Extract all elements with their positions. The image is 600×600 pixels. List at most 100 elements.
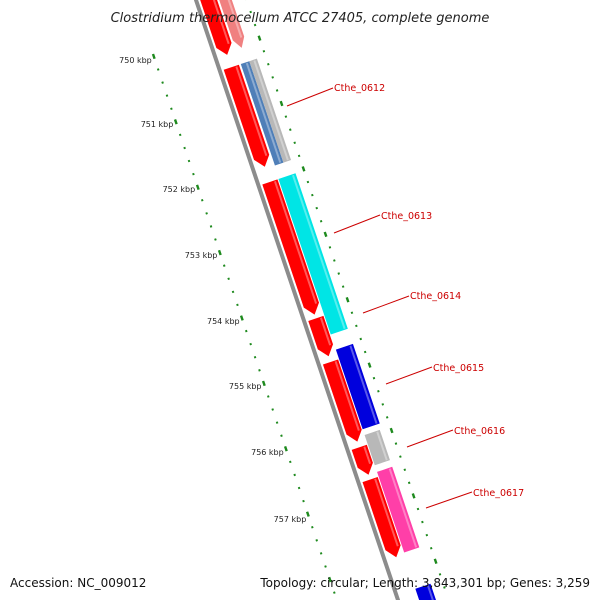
accession-text: Accession: NC_009012	[10, 576, 147, 590]
tick-dot	[372, 376, 376, 380]
gene-feature	[223, 64, 270, 167]
tick-mark	[239, 315, 244, 321]
gene-feature	[362, 476, 401, 558]
gene-feature	[377, 466, 420, 553]
tick-mark	[323, 231, 328, 238]
gene-feature	[322, 359, 362, 442]
tick-dot	[315, 539, 318, 542]
tick-dot	[315, 206, 318, 210]
tick-dot	[280, 434, 283, 437]
tick-dot	[275, 89, 279, 92]
tick-dot	[403, 468, 407, 472]
tick-dot	[183, 146, 186, 150]
tick-dot	[394, 442, 398, 445]
tick-dot	[385, 416, 389, 419]
tick-mark	[195, 184, 200, 190]
tick-mark	[411, 493, 416, 499]
tick-dot	[377, 389, 380, 393]
tick-dot	[262, 49, 266, 53]
tick-dot	[311, 193, 314, 197]
gene-feature	[308, 315, 334, 357]
kbp-tick-label: 751 kbp	[141, 120, 174, 129]
kbp-tick-label: 753 kbp	[185, 251, 218, 260]
tick-dot	[333, 259, 336, 262]
tick-dot	[249, 10, 252, 14]
tick-dot	[293, 473, 296, 477]
tick-dot	[227, 277, 230, 281]
tick-dot	[187, 159, 191, 163]
gene-highlight	[388, 468, 418, 548]
tick-dot	[319, 219, 323, 223]
tick-dot	[231, 290, 235, 294]
tick-mark	[367, 362, 372, 368]
tick-dot	[359, 337, 363, 341]
kbp-tick-label: 756 kbp	[251, 448, 284, 457]
tick-dot	[205, 212, 208, 215]
tick-dot	[341, 285, 345, 288]
gene-highlight	[212, 0, 230, 45]
tick-dot	[284, 115, 288, 118]
gene-feature	[219, 0, 245, 48]
tick-dot	[236, 303, 239, 307]
tick-mark	[283, 446, 288, 452]
tick-mark	[279, 100, 284, 107]
tick-mark	[433, 558, 438, 565]
tick-dot	[161, 81, 164, 84]
gene-highlight	[235, 66, 268, 157]
gene-highlight	[245, 62, 282, 163]
tick-dot	[333, 591, 336, 594]
gene-feature	[351, 444, 373, 475]
tick-mark	[257, 35, 262, 41]
tick-dot	[443, 586, 446, 589]
gene-feature	[249, 58, 292, 163]
gene-feature	[262, 179, 319, 315]
gene-highlight	[253, 60, 289, 161]
tick-dot	[399, 455, 402, 458]
tick-dot	[324, 565, 327, 568]
gene-feature	[240, 61, 284, 166]
gene-highlight	[349, 345, 378, 424]
tick-dot	[355, 324, 358, 328]
gene-label[interactable]: Cthe_0612	[334, 83, 385, 94]
gene-highlight	[334, 361, 360, 431]
gene-label[interactable]: Cthe_0616	[454, 426, 505, 437]
tick-dot	[425, 533, 429, 537]
gene-highlight	[292, 174, 346, 330]
gene-highlight	[363, 446, 371, 465]
tick-dot	[214, 238, 217, 241]
tick-dot	[271, 76, 274, 79]
gene-label[interactable]: Cthe_0617	[473, 488, 524, 499]
tick-dot	[407, 481, 411, 485]
tick-dot	[253, 355, 257, 359]
tick-dot	[222, 264, 226, 267]
tick-dot	[311, 525, 314, 529]
tick-dot	[319, 552, 323, 555]
tick-dot	[178, 133, 182, 137]
tick-mark	[301, 166, 306, 172]
tick-dot	[244, 329, 248, 333]
tick-mark	[173, 119, 178, 125]
gene-highlight	[376, 431, 388, 461]
gene-feature	[200, 0, 232, 55]
tick-dot	[421, 520, 424, 524]
tick-dot	[209, 225, 213, 228]
kbp-tick-label: 750 kbp	[119, 56, 152, 65]
tick-dot	[258, 369, 261, 372]
tick-mark	[217, 249, 222, 256]
gene-label[interactable]: Cthe_0615	[433, 363, 484, 374]
gene-label[interactable]: Cthe_0613	[381, 211, 432, 222]
tick-dot	[253, 23, 257, 27]
gene-highlight	[274, 180, 318, 304]
tick-dot	[267, 395, 270, 398]
kbp-tick-label: 757 kbp	[274, 515, 307, 524]
gene-label-leader	[333, 214, 381, 234]
gene-feature	[364, 429, 390, 466]
gene-label[interactable]: Cthe_0614	[410, 291, 461, 302]
tick-dot	[289, 460, 292, 464]
gene-track	[200, 0, 436, 600]
kbp-tick-label: 754 kbp	[207, 317, 240, 326]
gene-label-leader	[385, 366, 433, 385]
tick-dots	[156, 0, 446, 594]
gene-feature	[415, 583, 436, 600]
